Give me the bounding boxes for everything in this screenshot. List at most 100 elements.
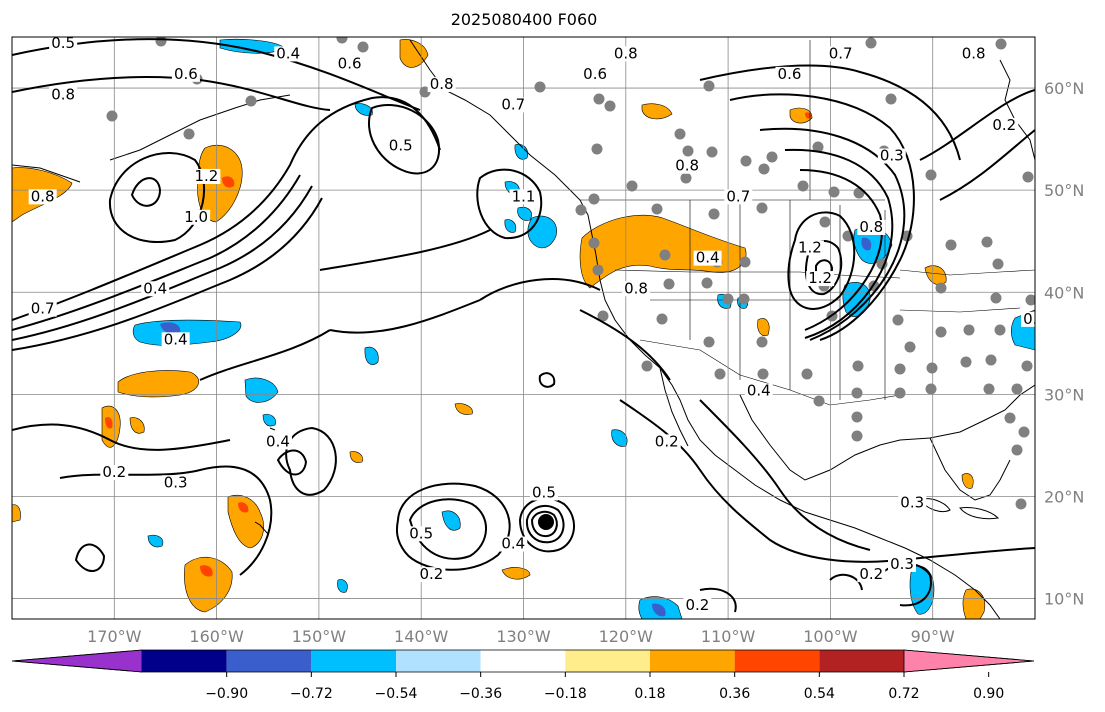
contour-label-bg	[683, 597, 712, 613]
colorbar-segment	[396, 650, 481, 672]
contour-label: 1.0	[184, 208, 208, 226]
contour-label: 0.8	[51, 85, 75, 103]
colorbar-segment	[565, 650, 650, 672]
contour-label: 0.3	[890, 555, 914, 573]
contour-label-bg	[499, 97, 528, 113]
contour-label-bg	[28, 189, 57, 205]
colorbar-segment	[311, 650, 396, 672]
colorbar-outline	[11, 649, 1035, 673]
contour-label-bg	[161, 475, 190, 491]
contour-label-bg	[161, 332, 190, 348]
contour-label-bg	[509, 189, 538, 205]
shaded-strong-positive-areas	[105, 112, 812, 577]
contour-label: 1.2	[798, 238, 822, 256]
contour-label: 0.4	[266, 432, 290, 450]
lon-tick-label: 120°W	[599, 627, 654, 646]
contour-label: 0.2	[420, 565, 444, 583]
contour-label-bg	[529, 485, 558, 501]
contour-label-bg	[611, 46, 640, 62]
contour-label: 0.6	[583, 65, 607, 83]
contour-label-bg	[744, 383, 773, 399]
contour-label: 0.2	[655, 432, 679, 450]
contour-label: 0.5	[51, 34, 75, 52]
contour-label: 0.3	[164, 473, 188, 491]
colorbar-tick-label: −0.72	[290, 686, 333, 702]
contour-label-bg	[386, 138, 415, 154]
contour-label: 0.4	[276, 44, 300, 62]
shaded-strong-negative-areas	[160, 237, 872, 617]
contour-label: 0.6	[778, 65, 802, 83]
contour-label: 0.7	[501, 95, 525, 113]
contour-label-bg	[652, 434, 681, 450]
contour-label-bg	[263, 434, 292, 450]
contour-label: 0.8	[31, 187, 55, 205]
colorbar-tick-label: 0.36	[719, 686, 750, 702]
contour-label-bg	[49, 87, 78, 103]
map-title: 2025080400 F060	[450, 10, 598, 29]
lon-tick-label: 100°W	[803, 627, 858, 646]
contour-label: 0.7	[726, 187, 750, 205]
lat-tick-label: 30°N	[1044, 385, 1084, 404]
colorbar-extend-min	[11, 649, 143, 673]
colorbar: −0.90 −0.72 −0.54 −0.36 −0.18 0.18 0.36 0.54 0.7…	[11, 649, 1035, 702]
contour-label-bg	[274, 46, 303, 62]
lat-tick-label: 40°N	[1044, 283, 1084, 302]
lon-tick-label: 110°W	[701, 627, 756, 646]
colorbar-tick-label: −0.36	[459, 686, 502, 702]
contour-label-bg	[693, 250, 722, 266]
contour-label-bg	[171, 66, 200, 82]
contour-label: 0.3	[1023, 310, 1047, 328]
contour-label-bg	[622, 281, 651, 297]
contour-label: 0.5	[389, 136, 413, 154]
lon-tick-label: 140°W	[394, 627, 449, 646]
contour-label-bg	[826, 46, 855, 62]
contour-label: 0.4	[696, 249, 720, 267]
longitude-tick-labels: 170°W 160°W 150°W 140°W 130°W 120°W 110°W 100°W…	[87, 627, 955, 646]
lat-tick-label: 60°N	[1044, 79, 1084, 98]
lon-tick-label: 170°W	[87, 627, 142, 646]
colorbar-tick-label: 0.90	[973, 686, 1004, 702]
contour-label: 0.2	[685, 596, 709, 614]
lon-tick-label: 130°W	[496, 627, 551, 646]
contour-label-bg	[182, 209, 211, 225]
lon-tick-label: 90°W	[911, 627, 955, 646]
contour-label: 0.4	[164, 330, 188, 348]
contour-label-bg	[877, 148, 906, 164]
contour-label: 0.4	[747, 381, 771, 399]
contour-label-bg	[141, 281, 170, 297]
contour-label: 0.8	[962, 44, 986, 62]
coastlines	[12, 39, 1035, 619]
contour-label-bg	[100, 465, 129, 481]
map-panel: 0.5 0.4 0.6 0.6 0.8 0.8 0.7 0.6 0.8 0.6 0.7 0.8 0.2 0…	[12, 34, 1047, 619]
contour-label-bg	[192, 168, 221, 184]
contour-label-bg	[857, 220, 886, 235]
colorbar-segment	[480, 650, 566, 672]
colorbar-segment	[142, 650, 227, 672]
contour-label-bg	[857, 567, 886, 583]
contour-label-bg	[581, 66, 610, 82]
colorbar-extend-max	[903, 649, 1035, 673]
colorbar-tick-label: 0.72	[888, 686, 919, 702]
contour-label: 0.8	[675, 157, 699, 175]
latitude-tick-labels: 10°N 20°N 30°N 40°N 50°N 60°N	[1044, 79, 1084, 609]
contour-label-bg	[28, 301, 57, 317]
contour-label-bg	[407, 526, 436, 542]
colorbar-tick-label: −0.54	[375, 686, 418, 702]
contour-label: 0.8	[430, 75, 454, 93]
contour-labels: 0.5 0.4 0.6 0.6 0.8 0.8 0.7 0.6 0.8 0.6 0.7 0.8 0.2 0…	[28, 34, 1047, 614]
contour-label-bg	[775, 66, 804, 82]
contour-label-bg	[49, 37, 78, 52]
contour-label: 0.3	[880, 147, 904, 165]
contour-label-bg	[499, 536, 528, 552]
contour-label: 0.2	[102, 463, 126, 481]
contour-label-bg	[959, 46, 988, 62]
contour-label-bg	[888, 556, 917, 572]
contour-label: 1.2	[194, 167, 218, 185]
colorbar-segment	[734, 650, 820, 672]
colorbar-segment	[650, 650, 735, 672]
contour-label-bg	[335, 56, 364, 72]
contour-label-bg	[673, 158, 702, 174]
colorbar-tick-label: 0.54	[804, 686, 835, 702]
colorbar-tick-label: −0.90	[205, 686, 248, 702]
contour-label-bg	[1021, 311, 1035, 327]
